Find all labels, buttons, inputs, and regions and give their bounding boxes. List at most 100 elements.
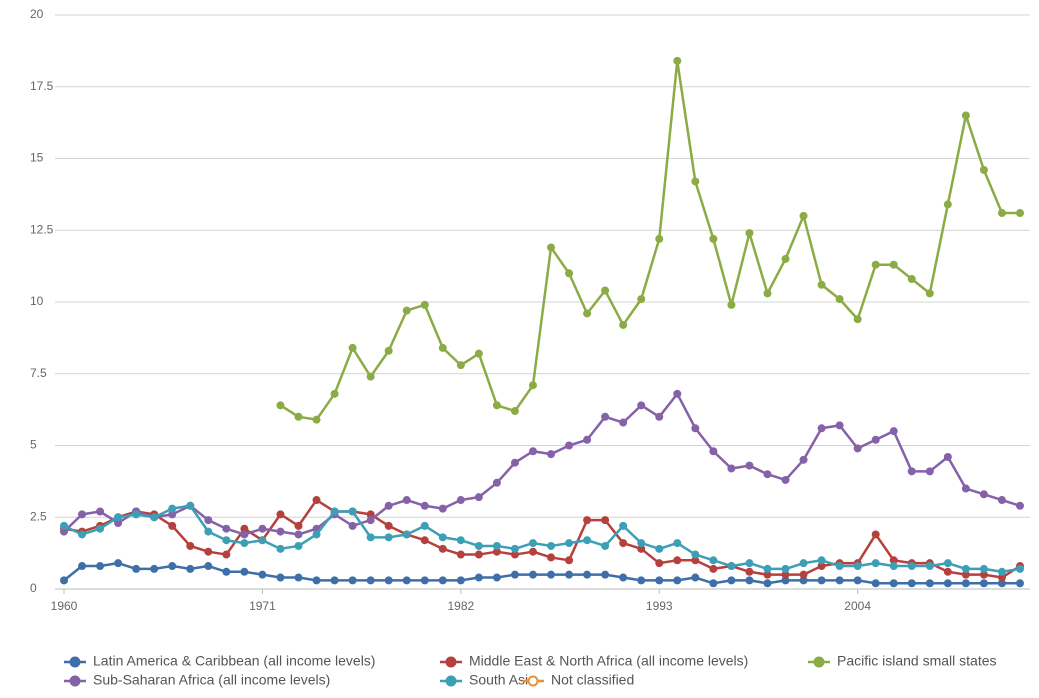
point bbox=[78, 530, 87, 539]
point bbox=[979, 570, 988, 579]
point bbox=[547, 541, 556, 550]
point bbox=[456, 550, 465, 559]
point bbox=[456, 536, 465, 545]
point bbox=[853, 444, 862, 453]
point bbox=[799, 559, 808, 568]
point bbox=[60, 576, 68, 585]
x-tick-label: 1982 bbox=[447, 599, 474, 613]
point bbox=[510, 570, 519, 579]
point bbox=[366, 372, 375, 381]
point bbox=[384, 533, 393, 542]
point bbox=[943, 452, 952, 461]
point bbox=[781, 576, 790, 585]
line bbox=[63, 392, 1021, 536]
point bbox=[474, 349, 483, 358]
point bbox=[384, 501, 393, 510]
point bbox=[438, 504, 447, 513]
point bbox=[132, 564, 141, 573]
point bbox=[853, 562, 862, 571]
point bbox=[204, 547, 213, 556]
point bbox=[763, 289, 772, 298]
point bbox=[925, 562, 934, 571]
point bbox=[168, 521, 177, 530]
point bbox=[637, 576, 646, 585]
point bbox=[1016, 501, 1024, 510]
point bbox=[420, 536, 429, 545]
legend-label: Latin America & Caribbean (all income le… bbox=[93, 653, 375, 669]
point bbox=[438, 343, 447, 352]
point bbox=[132, 510, 141, 519]
point bbox=[889, 427, 898, 436]
point bbox=[619, 320, 628, 329]
point bbox=[835, 295, 844, 304]
point bbox=[637, 401, 646, 410]
point bbox=[276, 510, 285, 519]
point bbox=[889, 562, 898, 571]
point bbox=[943, 567, 952, 576]
point bbox=[601, 286, 610, 295]
point bbox=[781, 475, 790, 484]
point bbox=[294, 541, 303, 550]
point bbox=[583, 536, 592, 545]
series bbox=[60, 389, 1024, 539]
legend-marker bbox=[69, 656, 81, 668]
point bbox=[655, 544, 664, 553]
point bbox=[709, 579, 718, 588]
y-tick-label: 10 bbox=[30, 294, 44, 308]
point bbox=[528, 381, 537, 390]
legend-label: Not classified bbox=[551, 672, 634, 688]
point bbox=[1016, 209, 1024, 218]
point bbox=[510, 544, 519, 553]
point bbox=[168, 562, 177, 571]
point bbox=[601, 412, 610, 421]
y-tick-label: 2.5 bbox=[30, 509, 47, 523]
point bbox=[691, 573, 700, 582]
y-tick-label: 20 bbox=[30, 7, 44, 21]
point bbox=[799, 455, 808, 464]
point bbox=[691, 550, 700, 559]
legend-item: Latin America & Caribbean (all income le… bbox=[64, 653, 375, 669]
point bbox=[330, 507, 339, 516]
series bbox=[60, 559, 1024, 588]
point bbox=[366, 516, 375, 525]
point bbox=[96, 562, 105, 571]
point bbox=[547, 243, 556, 252]
point bbox=[997, 567, 1006, 576]
point bbox=[727, 464, 736, 473]
y-tick-label: 15 bbox=[30, 151, 44, 165]
point bbox=[96, 524, 105, 533]
legend-marker bbox=[445, 656, 457, 668]
point bbox=[258, 570, 267, 579]
point bbox=[402, 576, 411, 585]
point bbox=[60, 521, 68, 530]
point bbox=[817, 556, 826, 565]
point bbox=[871, 435, 880, 444]
point bbox=[528, 539, 537, 548]
point bbox=[709, 447, 718, 456]
point bbox=[745, 559, 754, 568]
point bbox=[925, 467, 934, 476]
point bbox=[979, 490, 988, 499]
point bbox=[384, 576, 393, 585]
point bbox=[348, 507, 357, 516]
point bbox=[294, 573, 303, 582]
y-tick-label: 5 bbox=[30, 438, 37, 452]
point bbox=[907, 275, 916, 284]
point bbox=[673, 556, 682, 565]
point bbox=[150, 513, 159, 522]
legend-item: Sub-Saharan Africa (all income levels) bbox=[64, 672, 330, 688]
legend-marker bbox=[69, 675, 81, 687]
point bbox=[456, 496, 465, 505]
point bbox=[366, 510, 375, 519]
point bbox=[835, 421, 844, 430]
point bbox=[474, 573, 483, 582]
x-tick-label: 1971 bbox=[249, 599, 276, 613]
point bbox=[222, 567, 231, 576]
point bbox=[492, 401, 501, 410]
point bbox=[510, 550, 519, 559]
point bbox=[312, 496, 321, 505]
x-tick-label: 1993 bbox=[646, 599, 673, 613]
point bbox=[763, 470, 772, 479]
point bbox=[528, 447, 537, 456]
point bbox=[799, 576, 808, 585]
